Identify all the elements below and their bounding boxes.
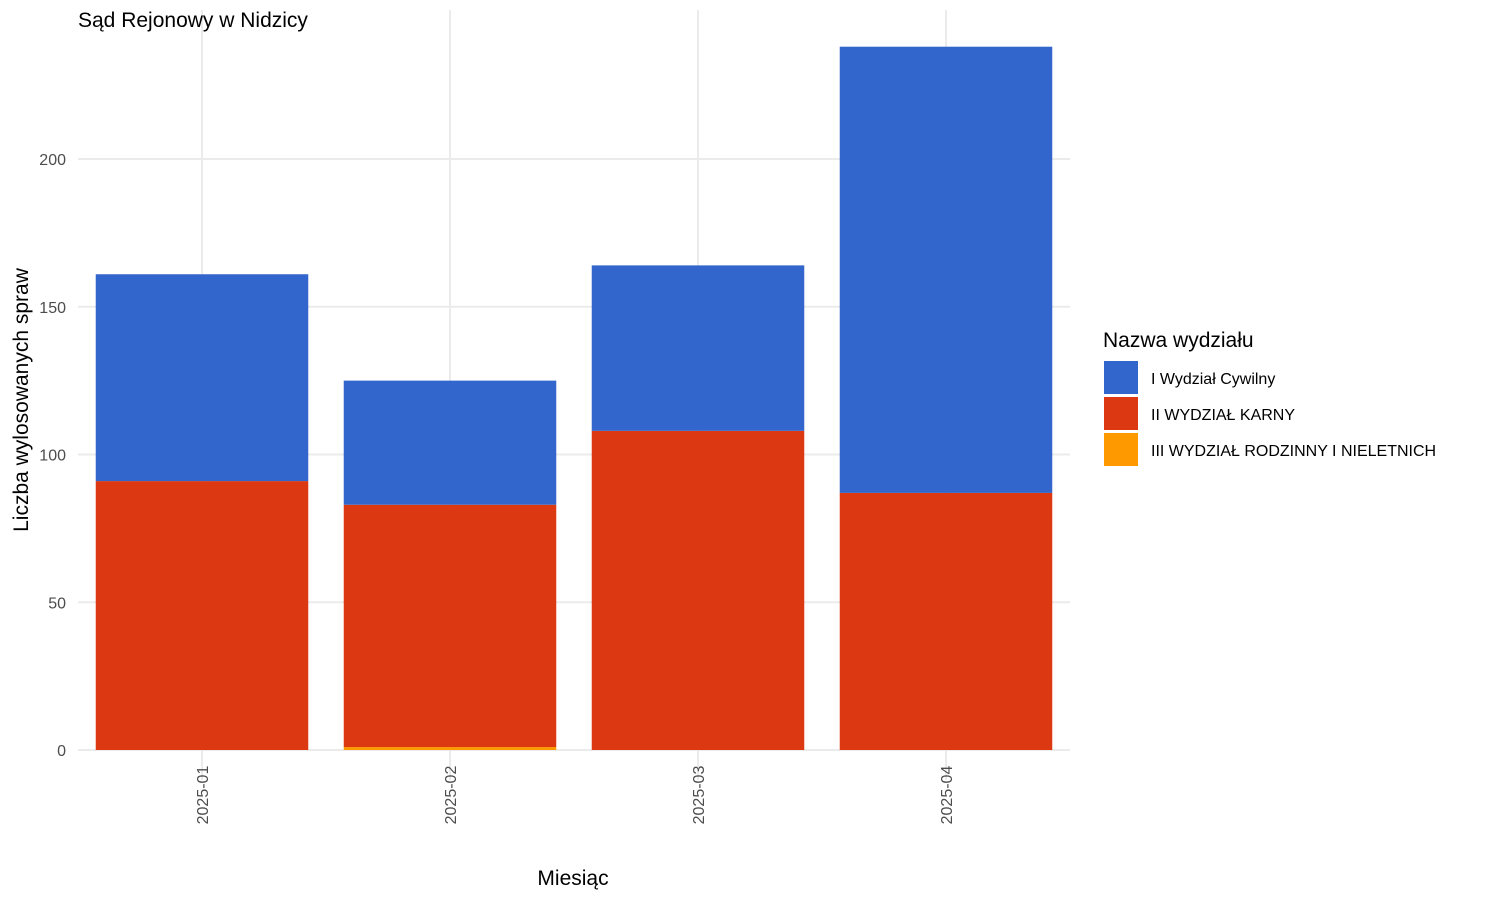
legend: Nazwa wydziału I Wydział Cywilny II WYDZI… bbox=[1103, 329, 1436, 466]
y-tick-label: 50 bbox=[48, 595, 66, 612]
bar-segment bbox=[343, 747, 557, 750]
y-axis-title: Liczba wylosowanych spraw bbox=[10, 267, 33, 532]
bar-segment bbox=[343, 380, 557, 505]
x-tick-label: 2025-01 bbox=[195, 766, 212, 825]
y-tick-label: 150 bbox=[39, 300, 66, 317]
bar-segment bbox=[839, 46, 1053, 493]
chart-title: Sąd Rejonowy w Nidzicy bbox=[78, 9, 308, 32]
bar-segment bbox=[343, 504, 557, 748]
bar-segment bbox=[95, 274, 309, 482]
legend-label: I Wydział Cywilny bbox=[1151, 371, 1275, 388]
legend-swatch bbox=[1104, 433, 1138, 466]
legend-label: II WYDZIAŁ KARNY bbox=[1151, 407, 1295, 424]
legend-items: I Wydział Cywilny II WYDZIAŁ KARNY III WYD… bbox=[1104, 361, 1436, 466]
y-axis-ticks: 0 50 100 150 200 bbox=[39, 152, 66, 760]
bar-segment bbox=[591, 265, 805, 431]
x-tick-label: 2025-04 bbox=[939, 766, 956, 825]
y-tick-label: 200 bbox=[39, 152, 66, 169]
bars bbox=[95, 46, 1053, 750]
x-axis-title: Miesiąc bbox=[537, 867, 608, 890]
x-axis-ticks: 2025-01 2025-02 2025-03 2025-04 bbox=[195, 766, 956, 825]
legend-swatch bbox=[1104, 361, 1138, 394]
legend-swatch bbox=[1104, 397, 1138, 430]
y-tick-label: 0 bbox=[57, 743, 66, 760]
x-tick-label: 2025-02 bbox=[443, 766, 460, 825]
legend-label: III WYDZIAŁ RODZINNY I NIELETNICH bbox=[1151, 443, 1436, 460]
legend-title: Nazwa wydziału bbox=[1103, 329, 1254, 352]
x-tick-label: 2025-03 bbox=[691, 766, 708, 825]
bar-segment bbox=[95, 481, 309, 750]
bar-segment bbox=[591, 430, 805, 750]
bar-segment bbox=[839, 492, 1053, 750]
y-tick-label: 100 bbox=[39, 448, 66, 465]
